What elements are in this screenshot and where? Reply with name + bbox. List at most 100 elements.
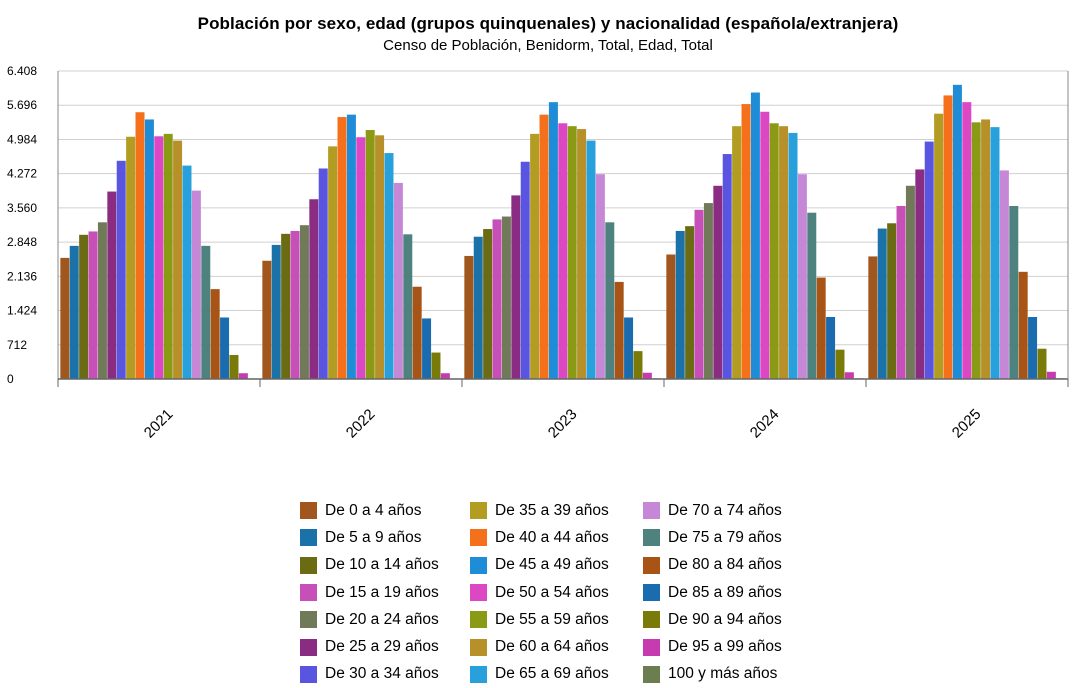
bar: De 70 a 74 años, 2024: 4260 <box>797 174 807 379</box>
bar: De 60 a 64 años, 2022: 5070 <box>375 135 385 379</box>
legend-label: De 55 a 59 años <box>495 610 609 628</box>
bar: De 20 a 24 años, 2024: 3660 <box>703 203 713 379</box>
bar: De 20 a 24 años, 2022: 3200 <box>299 225 309 379</box>
legend-swatch <box>470 556 487 574</box>
legend-swatch <box>643 638 660 656</box>
bar: De 55 a 59 años, 2025: 5340 <box>971 122 981 379</box>
legend-label: De 25 a 29 años <box>325 638 439 656</box>
bar: De 65 a 69 años, 2023: 4960 <box>586 140 596 379</box>
legend-swatch <box>300 502 317 520</box>
bar: De 25 a 29 años, 2025: 4360 <box>915 169 925 379</box>
legend-item[interactable]: De 80 a 84 años <box>643 552 782 579</box>
y-tick-label: 6.408 <box>7 64 37 78</box>
bar: De 95 a 99 años, 2024: 140 <box>844 372 854 379</box>
bar: De 70 a 74 años, 2025: 4340 <box>999 170 1009 379</box>
bar: De 95 a 99 años, 2022: 120 <box>440 373 450 379</box>
bar: De 35 a 39 años, 2022: 4840 <box>328 146 338 379</box>
chart-title: Población por sexo, edad (grupos quinque… <box>197 14 899 33</box>
legend-label: De 15 a 19 años <box>325 583 439 601</box>
legend-label: De 0 a 4 años <box>325 501 422 519</box>
bar: De 5 a 9 años, 2023: 2960 <box>473 236 483 379</box>
legend-item[interactable]: De 30 a 34 años <box>300 661 439 688</box>
bar: De 90 a 94 años, 2024: 610 <box>835 349 845 379</box>
legend-swatch <box>643 502 660 520</box>
legend-item[interactable]: De 5 a 9 años <box>300 524 439 551</box>
bar: De 5 a 9 años, 2022: 2790 <box>271 244 281 379</box>
bar: De 35 a 39 años, 2025: 5520 <box>934 113 944 380</box>
legend-item[interactable]: De 60 a 64 años <box>470 633 609 660</box>
y-tick-label: 0 <box>7 372 14 386</box>
y-tick-label: 4.984 <box>7 132 37 146</box>
bar: De 20 a 24 años, 2023: 3380 <box>501 216 511 379</box>
chart-subtitle: Censo de Población, Benidorm, Total, Eda… <box>383 37 713 54</box>
bar: De 40 a 44 años, 2025: 5900 <box>943 95 953 380</box>
bar: De 50 a 54 años, 2021: 5050 <box>154 136 164 379</box>
legend-item[interactable]: 100 y más años <box>643 661 782 688</box>
legend-item[interactable]: De 65 a 69 años <box>470 661 609 688</box>
legend-swatch <box>470 529 487 547</box>
legend-item[interactable]: De 75 a 79 años <box>643 524 782 551</box>
legend-item[interactable]: De 70 a 74 años <box>643 497 782 524</box>
y-tick-label: 712 <box>7 338 27 352</box>
legend-item[interactable]: De 55 a 59 años <box>470 606 609 633</box>
bar: De 10 a 14 años, 2021: 3000 <box>79 234 89 379</box>
legend-item[interactable]: De 15 a 19 años <box>300 579 439 606</box>
bar: De 55 a 59 años, 2023: 5260 <box>567 126 577 380</box>
bar: De 60 a 64 años, 2024: 5260 <box>779 126 789 380</box>
bar: De 80 a 84 años, 2024: 2110 <box>816 277 826 379</box>
chart-plot: 0 712 1.424 2.136 2.848 3.560 4.272 4.984 5.696 6… <box>7 64 1069 442</box>
legend-label: De 60 a 64 años <box>495 638 609 656</box>
bar: De 50 a 54 años, 2023: 5320 <box>558 123 568 379</box>
legend-item[interactable]: De 0 a 4 años <box>300 497 439 524</box>
bar: De 55 a 59 años, 2021: 5100 <box>163 133 173 379</box>
bar: De 10 a 14 años, 2025: 3240 <box>887 223 897 379</box>
legend-item[interactable]: De 90 a 94 años <box>643 606 782 633</box>
bar: De 35 a 39 años, 2021: 5040 <box>126 136 136 379</box>
bar: De 60 a 64 años, 2025: 5400 <box>981 119 991 379</box>
bar: De 85 a 89 años, 2023: 1280 <box>624 317 634 379</box>
legend-item[interactable]: De 95 a 99 años <box>643 633 782 660</box>
bar: De 40 a 44 años, 2021: 5550 <box>135 112 145 380</box>
legend-swatch <box>470 584 487 602</box>
y-tick-label: 5.696 <box>7 98 37 112</box>
legend-item[interactable]: De 10 a 14 años <box>300 552 439 579</box>
bar: De 45 a 49 años, 2025: 6120 <box>952 84 962 379</box>
legend-item[interactable]: De 20 a 24 años <box>300 606 439 633</box>
legend-item[interactable]: De 85 a 89 años <box>643 579 782 606</box>
bar: De 5 a 9 años, 2024: 3080 <box>675 230 685 379</box>
bar: De 70 a 74 años, 2021: 3920 <box>191 190 201 379</box>
legend-item[interactable]: De 45 a 49 años <box>470 552 609 579</box>
bar: De 90 a 94 años, 2021: 500 <box>229 354 239 379</box>
bar: De 15 a 19 años, 2025: 3600 <box>896 205 906 379</box>
bar: De 60 a 64 años, 2023: 5200 <box>577 129 587 379</box>
bar: De 0 a 4 años, 2024: 2590 <box>666 254 676 379</box>
bar: De 65 a 69 años, 2021: 4440 <box>182 165 192 379</box>
bar: De 90 a 94 años, 2022: 550 <box>431 352 441 379</box>
bar: De 95 a 99 años, 2025: 150 <box>1046 371 1056 379</box>
bar: De 40 a 44 años, 2023: 5500 <box>539 114 549 379</box>
legend-label: De 75 a 79 años <box>668 528 782 546</box>
x-tick-label: 2024 <box>747 406 783 442</box>
legend-label: De 35 a 39 años <box>495 501 609 519</box>
bar: De 80 a 84 años, 2025: 2230 <box>1018 271 1028 379</box>
bar: De 90 a 94 años, 2025: 630 <box>1037 348 1047 379</box>
legend-swatch <box>643 584 660 602</box>
legend-swatch <box>300 638 317 656</box>
bar: De 25 a 29 años, 2024: 4020 <box>713 185 723 379</box>
legend-label: De 20 a 24 años <box>325 610 439 628</box>
y-tick-label: 2.136 <box>7 269 37 283</box>
bar: De 35 a 39 años, 2024: 5260 <box>732 126 742 380</box>
bar: De 80 a 84 años, 2023: 2020 <box>614 281 624 379</box>
legend-item[interactable]: De 35 a 39 años <box>470 497 609 524</box>
bar: De 30 a 34 años, 2022: 4380 <box>318 168 328 379</box>
bar: De 45 a 49 años, 2021: 5400 <box>144 119 154 379</box>
legend-column-2: De 35 a 39 años De 40 a 44 años De 45 a 49… <box>470 497 609 688</box>
x-tick-label: 2023 <box>545 406 581 442</box>
legend-item[interactable]: De 50 a 54 años <box>470 579 609 606</box>
legend-item[interactable]: De 40 a 44 años <box>470 524 609 551</box>
bar: De 30 a 34 años, 2023: 4520 <box>520 161 530 379</box>
bar: De 5 a 9 años, 2021: 2770 <box>69 245 79 379</box>
bar: De 25 a 29 años, 2023: 3820 <box>511 195 521 379</box>
legend-item[interactable]: De 25 a 29 años <box>300 633 439 660</box>
bar: De 50 a 54 años, 2024: 5560 <box>760 111 770 379</box>
